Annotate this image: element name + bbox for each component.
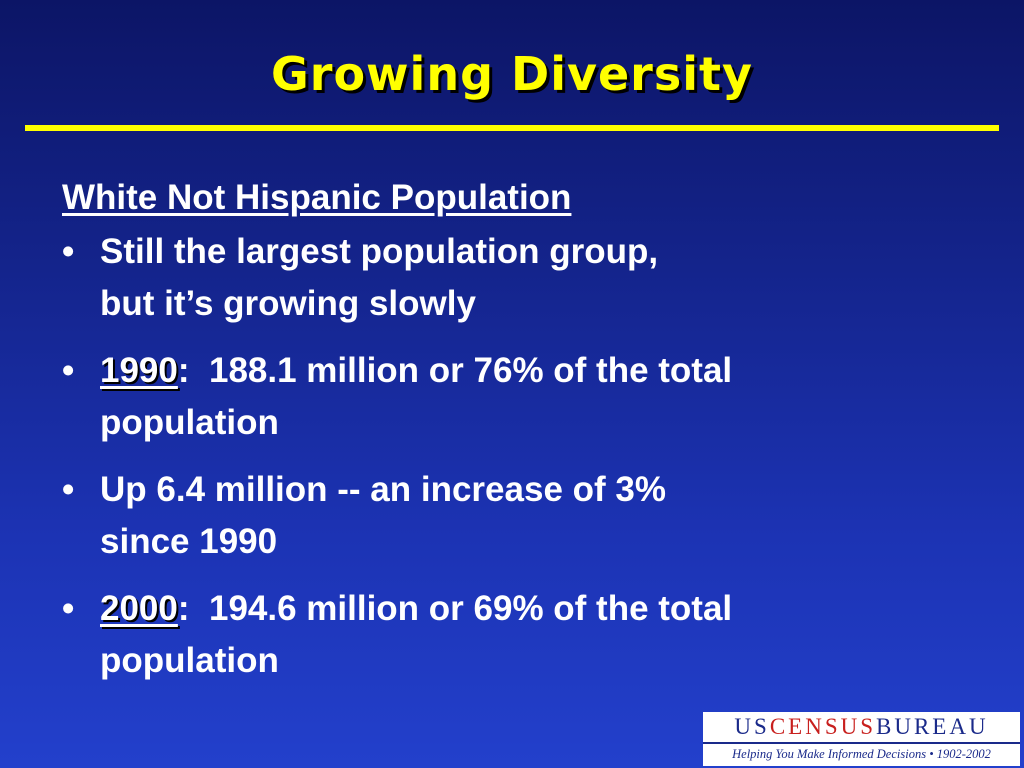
census-bureau-logo: US CENSUS BUREAU Helping You Make Informed… [703,712,1020,766]
bullet-text-continued: population [100,403,279,442]
bullet-text: Still the largest population group, [100,232,659,271]
bullet-value: : 194.6 million or 69% of the total [177,589,733,628]
bullet-item: • 1990: 188.1 million or 76% of the tota… [62,345,962,449]
bullet-item: • Still the largest population group, bu… [62,226,962,330]
section-heading: White Not Hispanic Population [62,178,572,217]
bullet-item: • Up 6.4 million -- an increase of 3% si… [62,464,962,568]
bullet-value: : 188.1 million or 76% of the total [177,351,733,390]
bullet-item: • 2000: 194.6 million or 69% of the tota… [62,583,962,687]
slide-content: White Not Hispanic Population • Still th… [62,172,962,702]
logo-bureau: BUREAU [876,714,989,739]
bullet-text: 1990: 188.1 million or 76% of the total [100,345,962,397]
logo-us: US [734,714,770,739]
logo-tagline: Helping You Make Informed Decisions • 19… [703,742,1020,766]
logo-census: CENSUS [769,714,877,739]
bullet-text-continued: since 1990 [100,522,278,561]
bullet-icon: • [62,470,75,509]
bullet-icon: • [62,351,75,390]
bullet-icon: • [62,232,75,271]
bullet-text-continued: but it’s growing slowly [100,284,476,323]
bullet-icon: • [62,589,75,628]
bullet-text: Up 6.4 million -- an increase of 3% [100,470,666,509]
bullet-text-continued: population [100,641,279,680]
year-label: 2000 [100,589,178,628]
title-divider [25,125,999,131]
logo-wordmark: US CENSUS BUREAU [703,712,1020,742]
slide-title: Growing Diversity [271,47,753,101]
year-label: 1990 [100,351,178,390]
bullet-text: 2000: 194.6 million or 69% of the total [100,583,962,635]
